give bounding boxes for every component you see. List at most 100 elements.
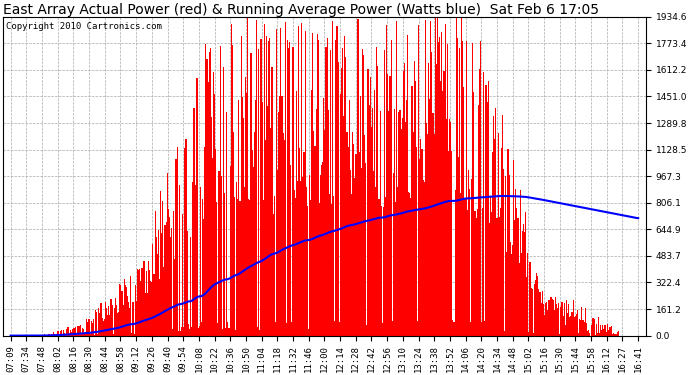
Bar <box>571 312 573 336</box>
Bar <box>237 200 238 336</box>
Bar <box>223 67 224 336</box>
Bar <box>536 273 538 336</box>
Bar <box>279 96 280 336</box>
Bar <box>345 57 346 336</box>
Bar <box>545 303 546 336</box>
Bar <box>418 25 420 336</box>
Bar <box>262 102 263 336</box>
Bar <box>157 254 158 336</box>
Bar <box>300 182 302 336</box>
Bar <box>73 328 74 336</box>
Bar <box>172 329 173 336</box>
Bar <box>518 262 520 336</box>
Bar <box>531 288 532 336</box>
Bar <box>372 108 373 336</box>
Bar <box>128 302 129 336</box>
Bar <box>425 20 426 336</box>
Bar <box>313 131 315 336</box>
Bar <box>428 63 429 336</box>
Bar <box>239 201 241 336</box>
Bar <box>374 90 375 336</box>
Bar <box>474 211 475 336</box>
Bar <box>438 42 439 336</box>
Bar <box>472 43 473 336</box>
Bar <box>569 316 571 336</box>
Bar <box>558 303 560 336</box>
Bar <box>567 313 568 336</box>
Bar <box>395 202 396 336</box>
Bar <box>501 148 502 336</box>
Bar <box>252 150 253 336</box>
Bar <box>44 334 46 336</box>
Bar <box>86 319 88 336</box>
Bar <box>297 182 298 336</box>
Bar <box>81 328 83 336</box>
Bar <box>250 53 252 336</box>
Bar <box>227 322 228 336</box>
Bar <box>148 261 149 336</box>
Bar <box>431 52 433 336</box>
Bar <box>328 110 329 336</box>
Bar <box>447 44 448 336</box>
Bar <box>204 147 206 336</box>
Bar <box>457 38 458 336</box>
Bar <box>253 167 254 336</box>
Bar <box>354 178 355 336</box>
Bar <box>306 187 307 336</box>
Text: East Array Actual Power (red) & Running Average Power (Watts blue)  Sat Feb 6 17: East Array Actual Power (red) & Running … <box>3 3 599 17</box>
Bar <box>406 100 407 336</box>
Bar <box>291 322 293 336</box>
Bar <box>610 327 611 336</box>
Bar <box>514 220 515 336</box>
Bar <box>151 282 152 336</box>
Bar <box>493 117 494 336</box>
Bar <box>466 210 468 336</box>
Bar <box>380 111 381 336</box>
Bar <box>461 17 462 336</box>
Bar <box>288 48 289 336</box>
Bar <box>137 268 138 336</box>
Bar <box>468 170 469 336</box>
Bar <box>132 302 134 336</box>
Bar <box>266 36 267 336</box>
Bar <box>166 222 167 336</box>
Bar <box>304 31 306 336</box>
Bar <box>408 192 409 336</box>
Bar <box>464 198 466 336</box>
Bar <box>462 41 464 336</box>
Bar <box>424 182 425 336</box>
Bar <box>108 306 109 336</box>
Bar <box>482 208 483 336</box>
Bar <box>167 173 168 336</box>
Bar <box>66 329 68 336</box>
Bar <box>504 331 505 336</box>
Bar <box>427 134 428 336</box>
Bar <box>169 217 170 336</box>
Bar <box>285 22 286 336</box>
Bar <box>492 152 493 336</box>
Bar <box>52 335 53 336</box>
Bar <box>373 171 374 336</box>
Bar <box>275 322 276 336</box>
Bar <box>471 179 472 336</box>
Bar <box>392 321 393 336</box>
Bar <box>411 86 413 336</box>
Bar <box>339 322 340 336</box>
Bar <box>293 190 295 336</box>
Bar <box>606 333 607 336</box>
Bar <box>538 289 540 336</box>
Bar <box>162 201 164 336</box>
Bar <box>181 327 182 336</box>
Bar <box>377 66 378 336</box>
Bar <box>483 72 484 336</box>
Bar <box>177 147 178 336</box>
Bar <box>54 334 55 336</box>
Bar <box>389 76 391 336</box>
Bar <box>618 331 619 336</box>
Bar <box>53 333 55 336</box>
Bar <box>532 289 533 336</box>
Bar <box>477 105 479 336</box>
Bar <box>247 17 248 336</box>
Bar <box>146 271 147 336</box>
Bar <box>595 324 597 336</box>
